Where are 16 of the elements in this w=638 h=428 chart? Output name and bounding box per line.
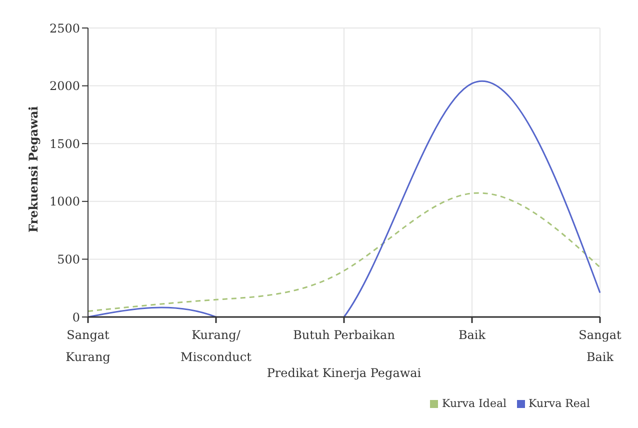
x-tick-label: Sangat Baik	[578, 328, 622, 364]
legend-label: Kurva Ideal	[442, 397, 507, 410]
y-tick-label: 2000	[49, 79, 80, 94]
y-axis-title: Frekuensi Pegawai	[26, 106, 40, 232]
x-tick-label: Kurang/Misconduct	[180, 328, 252, 364]
x-tick-label: Baik	[458, 328, 486, 342]
line-series	[87, 192, 601, 312]
y-tick-label: 1500	[49, 136, 80, 151]
y-tick-label: 500	[57, 252, 80, 266]
y-tick-label: 0	[72, 310, 80, 324]
y-tick-label: 2500	[49, 21, 80, 36]
legend-label: Kurva Real	[528, 397, 590, 410]
y-tick-label: 1000	[49, 194, 80, 209]
x-axis-title: Predikat Kinerja Pegawai	[266, 366, 422, 380]
x-tick-label: Butuh Perbaikan	[293, 328, 396, 342]
x-tick-label: Sangat Kurang	[66, 328, 111, 364]
